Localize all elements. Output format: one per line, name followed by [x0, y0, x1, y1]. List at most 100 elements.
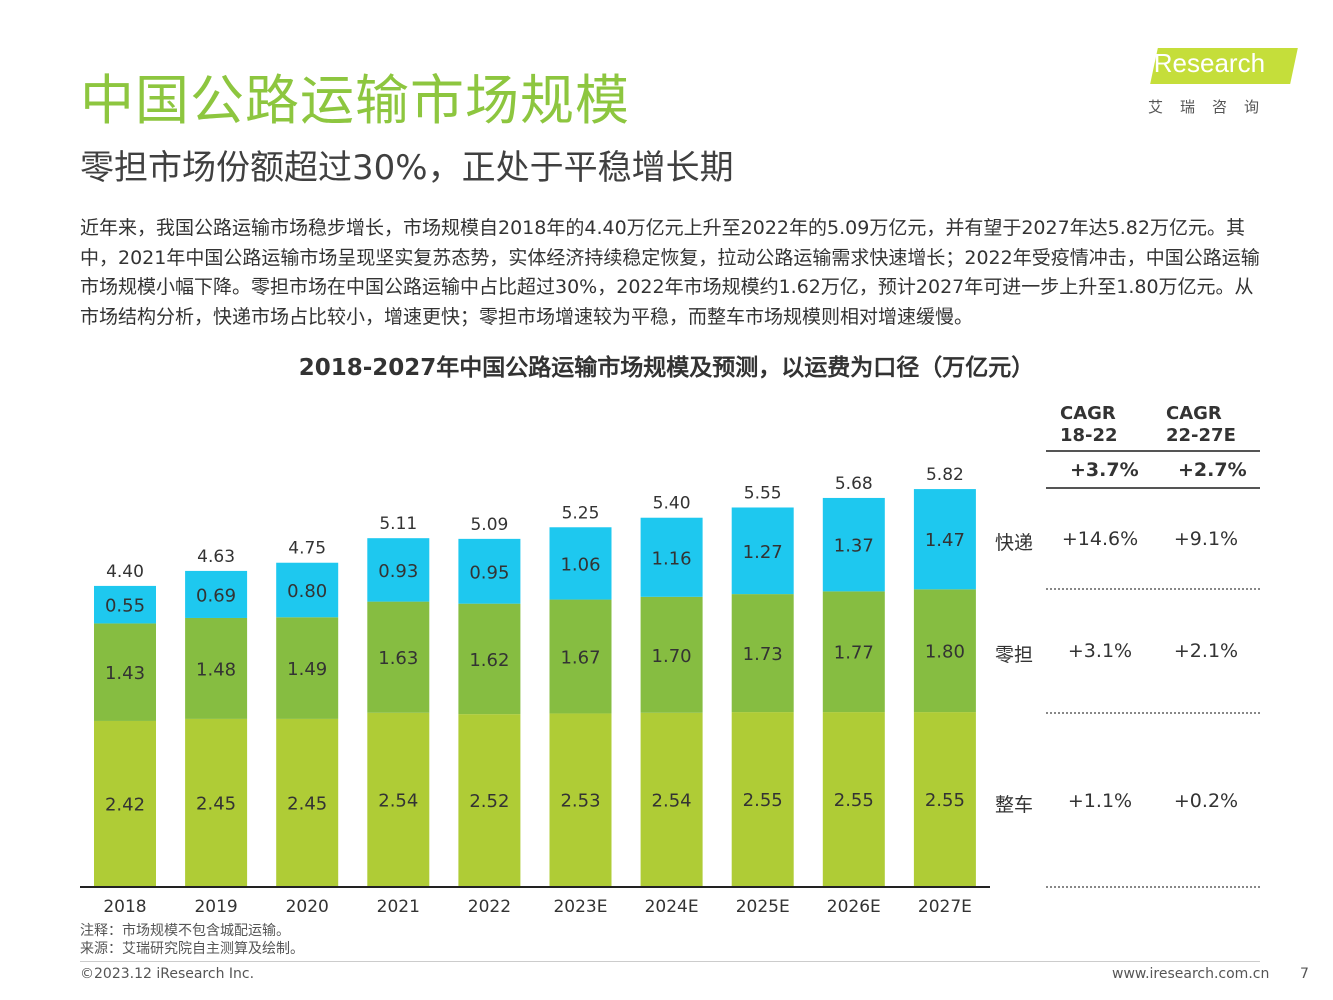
bar-segment: [640, 517, 703, 597]
segment-name-express: 快递: [995, 532, 1034, 554]
chart-title: 2018-2027年中国公路运输市场规模及预测，以运费为口径（万亿元）: [298, 355, 1035, 381]
bar-total-label: 5.82: [926, 465, 964, 485]
bar-segment-label: 1.70: [652, 646, 692, 667]
bar-segment: [276, 617, 339, 719]
footer-divider: [80, 961, 1260, 962]
website-link[interactable]: www.iresearch.com.cn: [1112, 966, 1270, 982]
x-tick-label: 2027E: [918, 897, 972, 917]
bar-segment-label: 2.42: [105, 794, 145, 815]
bar-segment: [458, 538, 521, 604]
bar-segment: [640, 596, 703, 713]
bar-segment-label: 0.80: [287, 581, 327, 602]
bar-segment: [276, 562, 339, 618]
cagr-overall-rule: [1046, 487, 1260, 489]
x-tick-label: 2025E: [736, 897, 790, 917]
iresearch-logo: iResearch 艾瑞咨询: [1140, 44, 1300, 120]
cagr-row-divider: [1046, 712, 1260, 714]
cagr-row-divider: [1046, 886, 1260, 888]
bar-segment: [822, 591, 885, 713]
x-tick-label: 2021: [377, 897, 420, 917]
x-tick-label: 2019: [194, 897, 237, 917]
bar-total-label: 5.25: [562, 503, 600, 523]
cagr-express-22-27: +9.1%: [1173, 528, 1239, 550]
bar-segment: [640, 712, 703, 886]
x-tick-label: 2020: [286, 897, 329, 917]
bar-segment-label: 1.67: [560, 648, 600, 669]
copyright: ©2023.12 iResearch Inc.: [80, 966, 255, 982]
cagr-header-1: CAGR 18-22: [1060, 403, 1118, 447]
bar-segment: [367, 601, 430, 713]
bar-segment: [913, 589, 976, 713]
segment-name-ftl: 整车: [995, 794, 1034, 816]
bar-segment: [276, 718, 339, 886]
bar-segment: [822, 712, 885, 886]
bar-segment-label: 0.95: [469, 562, 509, 583]
bar-segment-label: 1.49: [287, 659, 327, 680]
cagr-overall-22-27: +2.7%: [1178, 459, 1247, 481]
bar-segment-label: 1.48: [196, 659, 236, 680]
bar-segment: [731, 712, 794, 886]
bar-segment-label: 1.73: [743, 644, 783, 665]
bar-segment-label: 2.53: [560, 791, 600, 812]
logo-text: iResearch: [1148, 48, 1266, 78]
bar-segment: [549, 599, 612, 714]
cagr-express-18-22: +14.6%: [1061, 528, 1139, 550]
bar-segment-label: 1.27: [743, 542, 783, 563]
bar-segment-label: 1.06: [560, 554, 600, 575]
bar-segment-label: 1.37: [834, 536, 874, 557]
bar-segment: [94, 623, 156, 721]
x-tick-label: 2023E: [553, 897, 607, 917]
bar-segment: [185, 570, 248, 618]
cagr-ftl-22-27: +0.2%: [1173, 790, 1239, 812]
source-text: 来源：艾瑞研究院自主测算及绘制。: [80, 941, 304, 957]
note-text: 注释：市场规模不包含城配运输。: [80, 923, 290, 939]
bar-segment: [94, 585, 156, 624]
bar-total-label: 5.09: [470, 515, 508, 535]
bar-segment-label: 0.69: [196, 585, 236, 606]
bar-segment: [458, 603, 521, 715]
bar-segment: [731, 594, 794, 713]
bar-segment-label: 2.54: [378, 790, 418, 811]
bar-total-label: 5.68: [835, 474, 873, 494]
x-tick-label: 2026E: [827, 897, 881, 917]
bar-segment: [822, 497, 885, 592]
chart-notes: 注释：市场规模不包含城配运输。 来源：艾瑞研究院自主测算及绘制。: [80, 922, 304, 958]
bar-segment-label: 0.93: [378, 561, 418, 582]
bar-segment-label: 1.63: [378, 648, 418, 669]
cagr-ltl-22-27: +2.1%: [1173, 640, 1239, 662]
cagr-ltl-18-22: +3.1%: [1067, 640, 1133, 662]
page-number: 7: [1300, 966, 1309, 982]
bar-segment: [458, 714, 521, 886]
bar-segment: [913, 489, 976, 590]
bar-total-label: 4.40: [106, 562, 144, 582]
cagr-header-2-line1: CAGR: [1166, 403, 1222, 424]
bar-segment: [367, 712, 430, 886]
stacked-bar-chart: 2.42 1.43 0.55 4.40 2018 2.45 1.48 0.69 4.63 2019…: [80, 465, 990, 917]
bar-segment: [185, 718, 248, 886]
cagr-header-rule: [1046, 450, 1260, 452]
bar-segment-label: 2.55: [743, 790, 783, 811]
bar-segment-label: 1.47: [925, 530, 965, 551]
bar-segment: [185, 617, 248, 719]
cagr-row-divider: [1046, 588, 1260, 590]
logo-subtext: 艾瑞咨询: [1148, 98, 1277, 116]
bar-segment: [94, 720, 156, 886]
bar-segment-label: 2.45: [196, 793, 236, 814]
x-tick-label: 2022: [468, 897, 511, 917]
page-subtitle: 零担市场份额超过30%，正处于平稳增长期: [80, 148, 734, 188]
bar-segment: [913, 712, 976, 886]
cagr-header-2: CAGR 22-27E: [1166, 403, 1236, 447]
bar-segment: [731, 507, 794, 595]
bar-segment-label: 1.62: [469, 650, 509, 671]
bar-total-label: 4.75: [288, 539, 326, 559]
bar-segment-label: 2.54: [652, 790, 692, 811]
bar-segment-label: 1.16: [652, 548, 692, 569]
cagr-overall-18-22: +3.7%: [1070, 459, 1139, 481]
segment-name-ltl: 零担: [995, 644, 1034, 666]
bar-segment-label: 2.45: [287, 793, 327, 814]
bar-total-label: 5.55: [744, 483, 782, 503]
bar-segment: [549, 713, 612, 886]
bar-total-label: 4.63: [197, 547, 235, 567]
bar-segment-label: 2.55: [925, 790, 965, 811]
bar-segment-label: 1.80: [925, 642, 965, 663]
